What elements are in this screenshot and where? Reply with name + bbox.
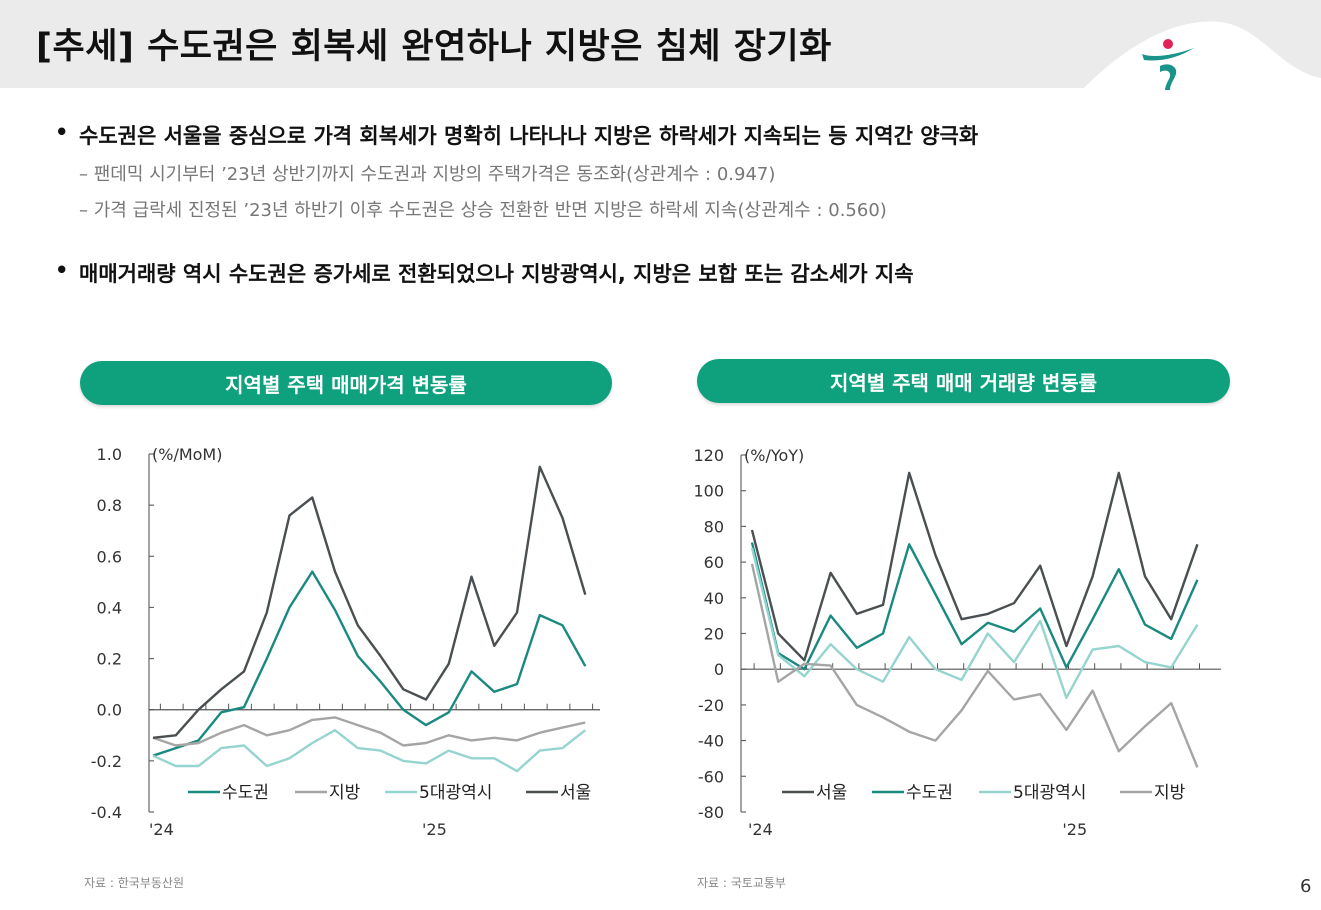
y-tick-label: 0 [714, 660, 724, 679]
legend-label: 5대광역시 [419, 783, 492, 803]
source-volume: 자료 : 국토교통부 [697, 876, 786, 890]
x-tick-label: '25 [1062, 820, 1087, 839]
legend-label: 서울 [560, 783, 591, 803]
series-line-수도권 [750, 542, 1199, 671]
bullet-1-sub-2: – 가격 급락세 진정된 ’23년 하반기 이후 수도권은 상승 전환한 반면 … [79, 200, 887, 221]
series-line-지방 [750, 563, 1199, 768]
bullet-1: • 수도권은 서울을 중심으로 가격 회복세가 명확히 나타나나 지방은 하락세… [55, 120, 1295, 150]
y-tick-label: 0.4 [97, 598, 122, 617]
y-tick-label: 100 [693, 482, 724, 501]
x-tick-label: '24 [149, 820, 174, 839]
legend-label: 지방 [1154, 783, 1186, 803]
y-tick-label: 0.2 [97, 650, 122, 669]
y-tick-label: 0.0 [97, 701, 122, 720]
page-title: [추세] 수도권은 회복세 완연하나 지방은 침체 장기화 [36, 27, 832, 67]
y-tick-label: 0.6 [97, 547, 122, 566]
bullet-dot: • [55, 120, 69, 144]
y-tick-label: -80 [698, 803, 724, 822]
bullet-dot: • [55, 258, 69, 282]
bullet-1-sub-1: – 팬데믹 시기부터 ’23년 상반기까지 수도권과 지방의 주택가격은 동조화… [79, 164, 776, 185]
y-tick-label: -20 [698, 696, 724, 715]
bullet-2: • 매매거래량 역시 수도권은 증가세로 전환되었으나 지방광역시, 지방은 보… [55, 258, 1295, 288]
y-tick-label: 40 [704, 589, 724, 608]
series-line-서울 [750, 471, 1199, 662]
series-line-수도권 [152, 570, 587, 757]
x-tick-label: '24 [748, 820, 773, 839]
x-tick-label: '25 [422, 820, 447, 839]
price-change-chart: -0.4 -0.2 0.0 0.2 0.4 0.6 0.8 1.0 (%/MoM) '24 '25 수… [91, 445, 600, 839]
y-tick-label: -0.4 [91, 803, 122, 822]
y-tick-label: 120 [693, 446, 724, 465]
y-tick-label: 80 [704, 517, 724, 536]
header-wave-decoration [1080, 21, 1321, 92]
y-tick-label: 0.8 [97, 496, 122, 515]
series-line-지방 [152, 716, 586, 747]
title-bar: [추세] 수도권은 회복세 완연하나 지방은 침체 장기화 [0, 0, 1321, 92]
unit-label: (%/MoM) [152, 445, 222, 464]
page-number: 6 [1300, 876, 1312, 897]
hana-logo-icon [1142, 39, 1194, 90]
y-tick-label: -0.2 [91, 752, 122, 771]
y-tick-label: -60 [698, 767, 724, 786]
volume-change-chart: -80 -60 -40 -20 0 20 40 60 80 100 120 (%/YoY) '24 '25… [693, 446, 1221, 839]
y-tick-label: -40 [698, 732, 724, 751]
volume-chart-title: 지역별 주택 매매 거래량 변동률 [697, 359, 1230, 403]
legend-label: 서울 [816, 783, 847, 803]
unit-label: (%/YoY) [744, 446, 804, 465]
source-price: 자료 : 한국부동산원 [84, 876, 184, 890]
series-line-서울 [152, 465, 587, 739]
legend-label: 수도권 [222, 783, 269, 803]
series-line-5대광역시 [750, 547, 1199, 699]
bullet-1-text: 수도권은 서울을 중심으로 가격 회복세가 명확히 나타나나 지방은 하락세가 … [79, 124, 979, 148]
legend-label: 수도권 [906, 783, 953, 803]
y-tick-label: 1.0 [97, 445, 122, 464]
legend-label: 5대광역시 [1013, 783, 1086, 803]
y-tick-label: 60 [704, 553, 724, 572]
legend-label: 지방 [329, 783, 361, 803]
summary-bullets: • 수도권은 서울을 중심으로 가격 회복세가 명확히 나타나나 지방은 하락세… [55, 120, 1295, 288]
bullet-2-text: 매매거래량 역시 수도권은 증가세로 전환되었으나 지방광역시, 지방은 보합 … [79, 262, 914, 286]
y-tick-label: 20 [704, 625, 724, 644]
price-chart-title: 지역별 주택 매매가격 변동률 [80, 361, 612, 405]
series-line-5대광역시 [152, 729, 587, 773]
